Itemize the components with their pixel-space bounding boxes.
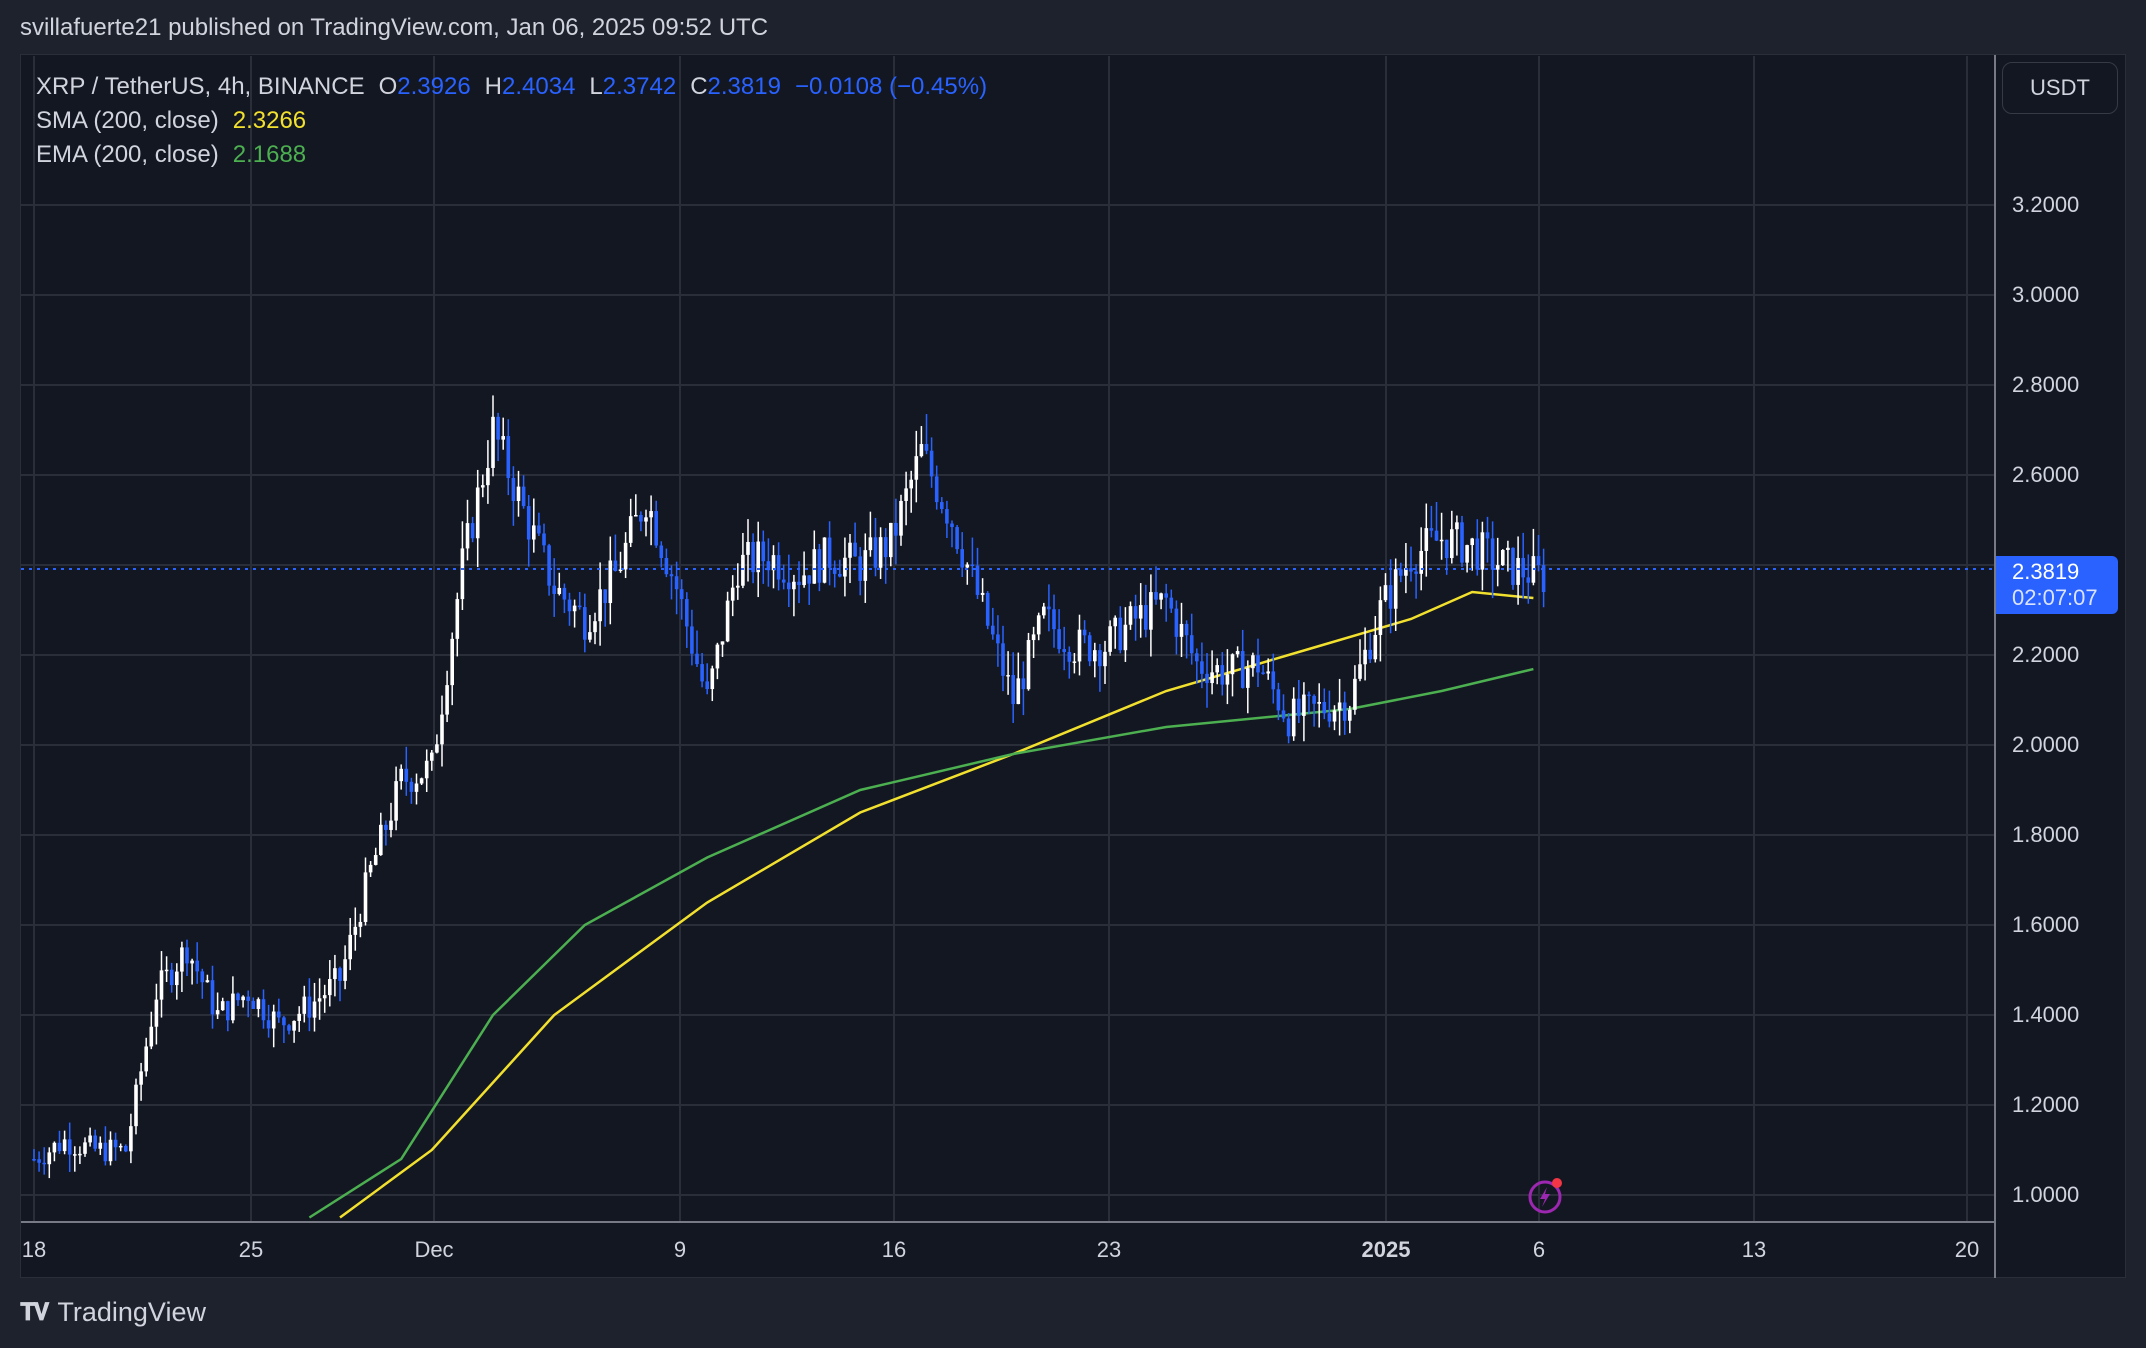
time-tick: 18: [21, 1237, 47, 1262]
close-key: C: [690, 73, 708, 100]
tradingview-logo-icon: 𝐓𝐕: [20, 1298, 49, 1326]
grid-lines: [21, 56, 1994, 1221]
time-tick: 25: [238, 1237, 264, 1262]
time-tick: 20: [1954, 1237, 1980, 1262]
brand-name: TradingView: [57, 1297, 206, 1327]
price-tick: 1.0000: [2012, 1182, 2080, 1207]
price-tick: 2.6000: [2012, 462, 2080, 487]
high-key: H: [484, 73, 503, 100]
ema-label: EMA (200, close): [36, 141, 219, 168]
price-tick: 1.6000: [2012, 912, 2080, 937]
low-value: 2.3742: [602, 73, 677, 100]
time-tick: 23: [1096, 1237, 1122, 1262]
time-tick: 13: [1741, 1237, 1767, 1262]
publication-info: svillafuerte21 published on TradingView.…: [20, 14, 769, 41]
price-tick: 1.8000: [2012, 822, 2080, 847]
low-key: L: [589, 73, 603, 100]
price-tick: 2.0000: [2012, 732, 2080, 757]
lightning-event-icon[interactable]: [1526, 1176, 1566, 1216]
time-tick: 16: [881, 1237, 907, 1262]
tradingview-brand[interactable]: 𝐓𝐕 TradingView: [20, 1297, 206, 1328]
price-tick: 3.0000: [2012, 282, 2080, 307]
ohlc-row: XRP / TetherUS, 4h, BINANCE O 2.3926 H 2.4…: [36, 70, 987, 104]
price-tick: 2.8000: [2012, 372, 2080, 397]
sma-value: 2.3266: [232, 107, 307, 134]
current-price: 2.3819: [2012, 559, 2080, 584]
current-price-tag: 2.3819 02:07:07: [1996, 556, 2118, 614]
high-value: 2.4034: [502, 73, 576, 100]
sma-label: SMA (200, close): [36, 107, 219, 134]
moving-averages: [308, 590, 1534, 1219]
price-tick: 1.2000: [2012, 1092, 2080, 1117]
price-tick: 1.4000: [2012, 1002, 2080, 1027]
sma-row[interactable]: SMA (200, close) 2.3266: [36, 104, 987, 138]
close-value: 2.3819: [707, 73, 781, 100]
open-value: 2.3926: [397, 73, 471, 100]
time-tick: 6: [1532, 1237, 1546, 1262]
price-tick: 2.2000: [2012, 642, 2080, 667]
chart-frame: [20, 54, 2126, 1278]
open-key: O: [378, 73, 398, 100]
time-tick: Dec: [414, 1237, 454, 1262]
symbol-label[interactable]: XRP / TetherUS, 4h, BINANCE: [36, 73, 365, 100]
ema-row[interactable]: EMA (200, close) 2.1688: [36, 138, 987, 172]
chart-legend: XRP / TetherUS, 4h, BINANCE O 2.3926 H 2.4…: [36, 70, 987, 172]
currency-button[interactable]: USDT: [2002, 62, 2118, 114]
price-tick: 3.2000: [2012, 192, 2080, 217]
change-value: −0.0108 (−0.45%): [794, 73, 988, 100]
ema-value: 2.1688: [232, 141, 307, 168]
time-tick: 9: [673, 1237, 687, 1262]
time-tick: 2025: [1361, 1237, 1411, 1262]
candlesticks: [32, 395, 1546, 1179]
bar-countdown: 02:07:07: [2012, 585, 2098, 610]
